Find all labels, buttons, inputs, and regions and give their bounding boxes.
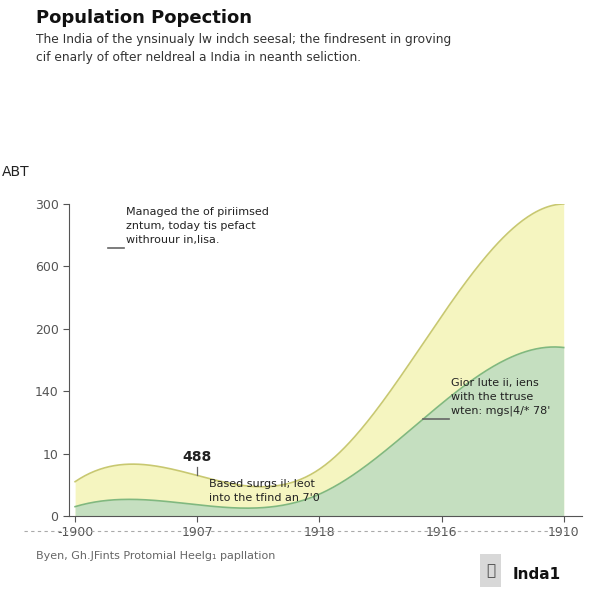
Text: 488: 488 <box>182 450 212 464</box>
Text: The India of the ynsinualy lw indch seesal; the findresent in groving
cif enarly: The India of the ynsinualy lw indch sees… <box>36 33 451 64</box>
Text: Based surgs il; leot
into the tfind an 7'0: Based surgs il; leot into the tfind an 7… <box>209 479 320 503</box>
Text: Inda1: Inda1 <box>513 567 561 582</box>
Text: Population Popection: Population Popection <box>36 9 252 27</box>
Text: Managed the of piriimsed
zntum, today tis pefact
withrouur in,lisa.: Managed the of piriimsed zntum, today ti… <box>127 206 269 245</box>
Text: ABT: ABT <box>2 165 30 179</box>
Text: ⎙: ⎙ <box>486 563 495 578</box>
Text: Byen, Gh.JFints Protomial Heelg₁ papllation: Byen, Gh.JFints Protomial Heelg₁ papllat… <box>36 551 275 561</box>
Text: Gior lute ii, iens
with the ttruse
wten: mgs|4/* 78': Gior lute ii, iens with the ttruse wten:… <box>451 377 551 416</box>
